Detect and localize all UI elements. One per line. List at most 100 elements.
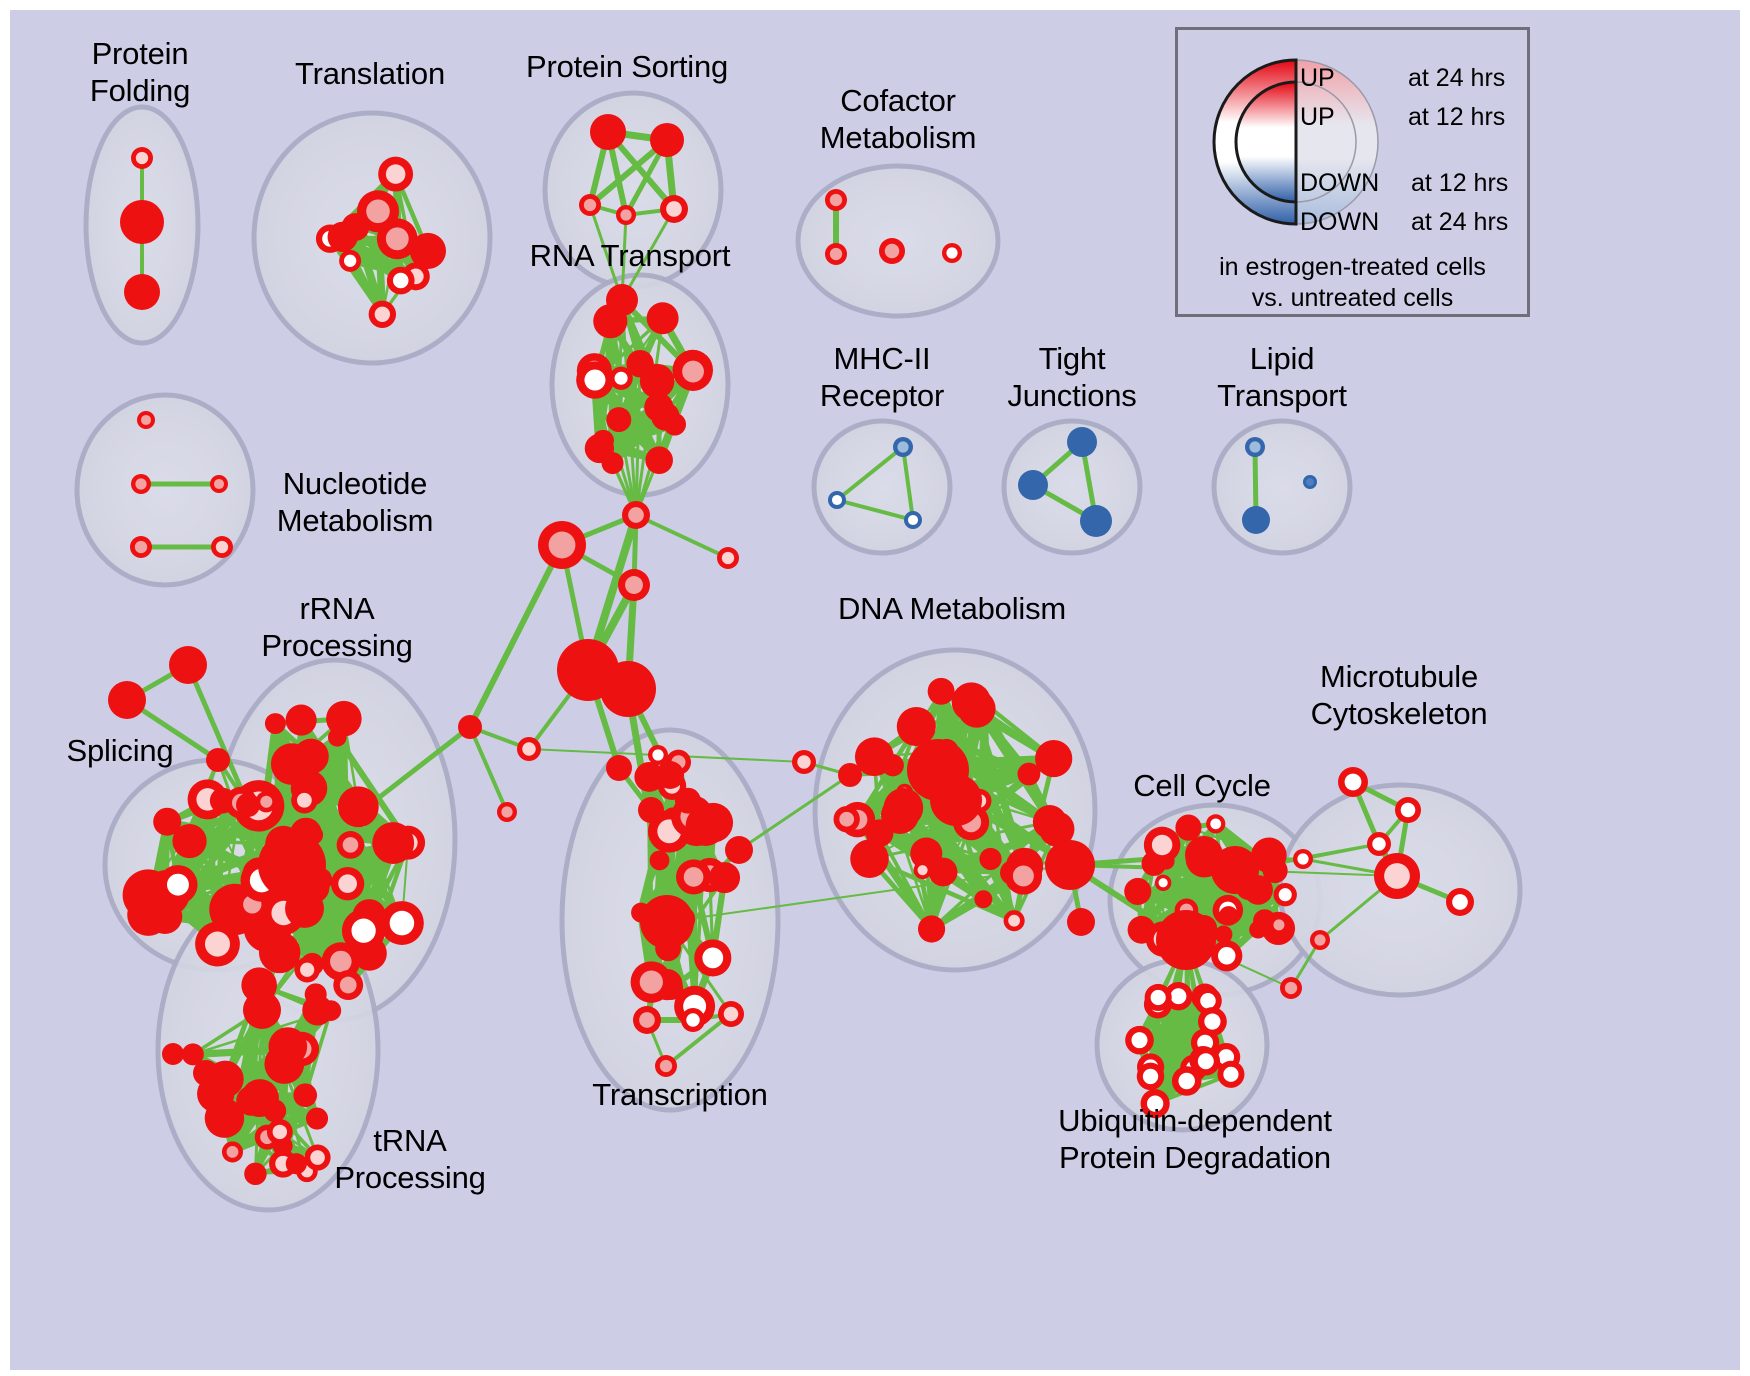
network-node[interactable] — [1017, 762, 1041, 786]
network-node[interactable] — [372, 822, 415, 865]
network-node[interactable] — [1154, 874, 1172, 891]
network-node[interactable] — [1175, 814, 1202, 841]
network-node[interactable] — [333, 970, 364, 1000]
network-node[interactable] — [1039, 811, 1075, 847]
network-node[interactable] — [330, 867, 365, 901]
network-node[interactable] — [633, 1006, 661, 1034]
network-node[interactable] — [162, 1043, 184, 1065]
network-node[interactable] — [850, 839, 889, 879]
network-node[interactable] — [896, 706, 936, 747]
network-node[interactable] — [181, 1043, 204, 1066]
network-node[interactable] — [386, 266, 415, 295]
network-node[interactable] — [942, 243, 962, 263]
network-node[interactable] — [930, 774, 982, 826]
network-node[interactable] — [1144, 983, 1172, 1012]
network-node[interactable] — [263, 1099, 287, 1123]
network-node[interactable] — [1249, 920, 1267, 939]
network-node[interactable] — [630, 961, 673, 1003]
network-node[interactable] — [833, 806, 860, 833]
network-node[interactable] — [1374, 853, 1420, 899]
network-node[interactable] — [881, 796, 919, 834]
network-node[interactable] — [1045, 840, 1095, 890]
network-node[interactable] — [124, 274, 160, 310]
network-node[interactable] — [725, 836, 753, 864]
network-node[interactable] — [244, 1162, 267, 1186]
network-node[interactable] — [497, 802, 517, 822]
network-node[interactable] — [258, 831, 326, 899]
network-node[interactable] — [649, 850, 670, 871]
network-node[interactable] — [825, 189, 847, 211]
network-node[interactable] — [326, 700, 362, 737]
network-node[interactable] — [458, 715, 482, 739]
network-node[interactable] — [792, 750, 816, 774]
network-node[interactable] — [1143, 826, 1181, 864]
network-node[interactable] — [243, 991, 281, 1029]
network-node[interactable] — [590, 114, 626, 150]
network-node[interactable] — [1217, 1060, 1245, 1088]
network-node[interactable] — [108, 681, 146, 719]
network-node[interactable] — [717, 547, 739, 569]
network-node[interactable] — [622, 501, 650, 529]
network-node[interactable] — [1004, 857, 1043, 895]
network-node[interactable] — [305, 1107, 329, 1130]
network-node[interactable] — [1171, 1066, 1202, 1096]
network-node[interactable] — [255, 791, 278, 813]
network-node[interactable] — [131, 474, 151, 494]
network-node[interactable] — [517, 737, 541, 761]
network-node[interactable] — [655, 1055, 677, 1077]
network-node[interactable] — [718, 1001, 744, 1027]
network-node[interactable] — [609, 366, 633, 390]
network-node[interactable] — [648, 745, 668, 765]
network-node[interactable] — [1367, 832, 1391, 856]
network-node[interactable] — [650, 123, 684, 157]
network-node[interactable] — [1242, 506, 1270, 534]
network-node[interactable] — [644, 392, 674, 422]
network-node[interactable] — [1214, 925, 1233, 944]
network-node[interactable] — [979, 847, 1002, 871]
network-node[interactable] — [828, 491, 846, 509]
network-node[interactable] — [838, 763, 862, 787]
network-node[interactable] — [1211, 940, 1243, 972]
network-node[interactable] — [409, 232, 446, 270]
network-node[interactable] — [304, 1144, 331, 1171]
network-node[interactable] — [1395, 797, 1421, 823]
network-node[interactable] — [356, 190, 400, 233]
network-node[interactable] — [1303, 475, 1317, 489]
network-node[interactable] — [336, 831, 365, 859]
network-node[interactable] — [646, 302, 679, 335]
network-node[interactable] — [600, 661, 656, 717]
network-node[interactable] — [131, 147, 153, 169]
network-node[interactable] — [378, 156, 414, 192]
network-node[interactable] — [1125, 1025, 1154, 1055]
network-node[interactable] — [1156, 910, 1216, 970]
network-node[interactable] — [337, 786, 379, 828]
network-node[interactable] — [606, 755, 632, 781]
network-node[interactable] — [339, 249, 362, 272]
network-node[interactable] — [158, 865, 198, 905]
network-node[interactable] — [879, 238, 905, 264]
network-node[interactable] — [708, 862, 741, 894]
network-node[interactable] — [1080, 505, 1112, 537]
network-node[interactable] — [1140, 1089, 1170, 1119]
network-node[interactable] — [1245, 437, 1265, 457]
network-node[interactable] — [172, 823, 207, 859]
network-node[interactable] — [266, 1119, 293, 1145]
network-node[interactable] — [681, 1008, 705, 1032]
network-node[interactable] — [320, 1000, 342, 1021]
network-node[interactable] — [268, 1027, 308, 1066]
network-node[interactable] — [1018, 470, 1048, 500]
network-node[interactable] — [1164, 982, 1193, 1011]
network-node[interactable] — [673, 352, 713, 392]
network-node[interactable] — [1218, 906, 1239, 926]
network-node[interactable] — [579, 194, 601, 216]
network-node[interactable] — [120, 200, 164, 244]
network-node[interactable] — [1124, 877, 1152, 905]
network-node[interactable] — [606, 407, 632, 433]
network-node[interactable] — [1269, 915, 1289, 935]
network-node[interactable] — [1067, 427, 1097, 457]
network-node[interactable] — [910, 837, 943, 870]
network-node[interactable] — [293, 738, 329, 775]
network-node[interactable] — [593, 304, 628, 339]
network-node[interactable] — [1206, 814, 1226, 834]
network-node[interactable] — [130, 536, 152, 558]
